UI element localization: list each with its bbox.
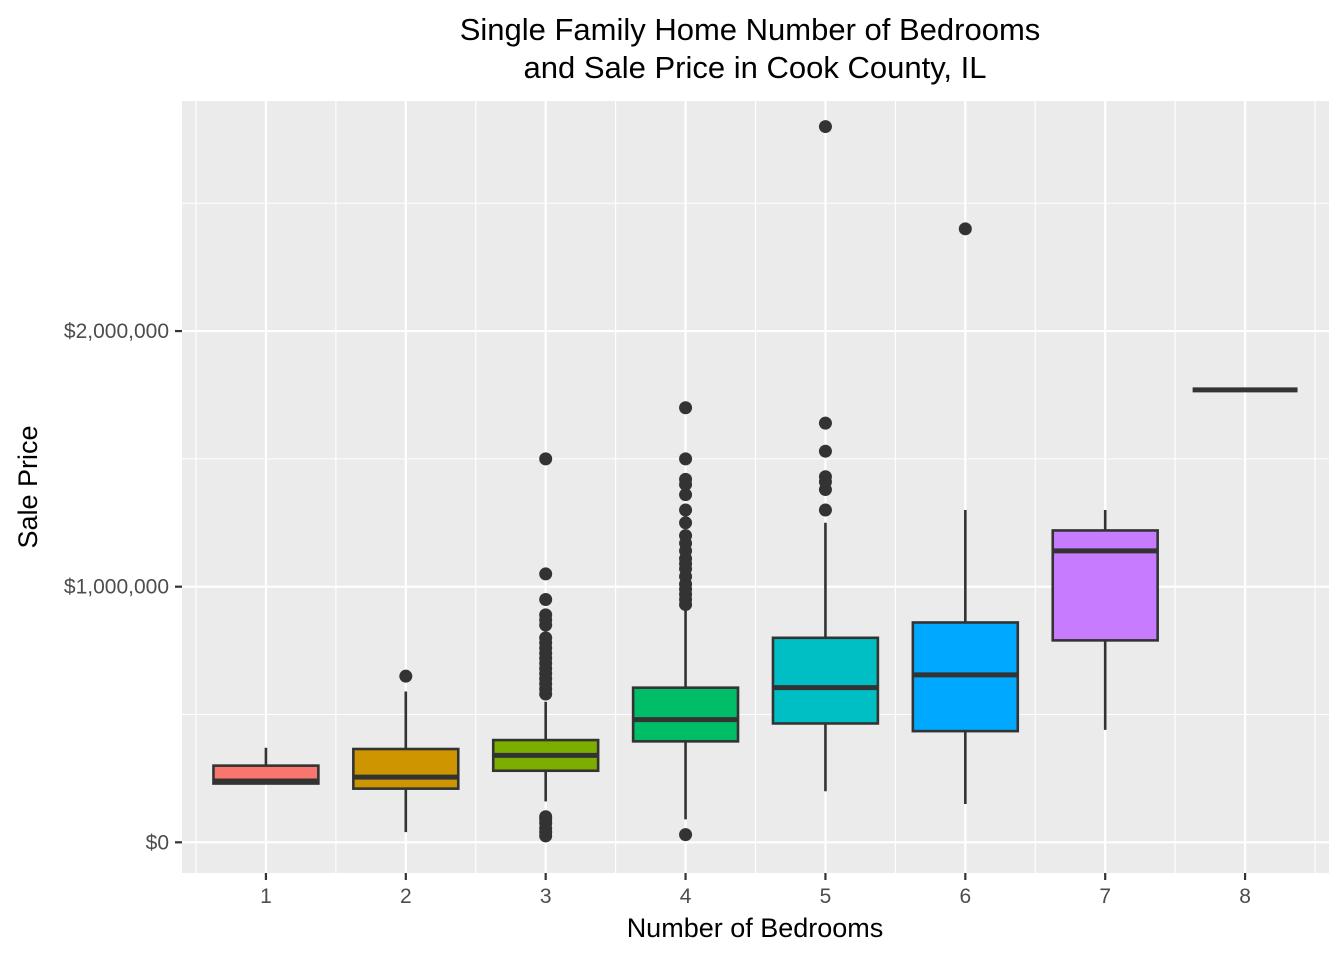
box-3 xyxy=(491,452,600,843)
box-7 xyxy=(1051,510,1159,730)
x-axis: 1 2 3 4 5 6 7 8 xyxy=(260,873,1251,908)
outlier-point xyxy=(539,810,553,824)
outlier-point xyxy=(679,488,693,502)
box-body xyxy=(352,747,460,790)
box-5 xyxy=(771,120,880,792)
outlier-point xyxy=(539,608,553,622)
grid-minor xyxy=(182,101,1329,873)
x-tick-label: 4 xyxy=(680,885,692,908)
outlier-point xyxy=(818,416,832,430)
outlier-point xyxy=(818,503,832,517)
y-tick-label: $2,000,000 xyxy=(64,320,169,343)
x-tick-label: 2 xyxy=(400,885,412,908)
y-tick-label: $1,000,000 xyxy=(64,576,169,599)
box-body xyxy=(771,636,880,725)
outlier-point xyxy=(679,828,693,842)
box-2 xyxy=(352,669,460,833)
box-6 xyxy=(911,222,1020,804)
outlier-point xyxy=(679,472,693,486)
x-axis-title: Number of Bedrooms xyxy=(627,913,884,943)
box-body xyxy=(1051,529,1159,642)
box-body xyxy=(631,686,740,743)
outlier-point xyxy=(539,567,553,581)
y-tick-label: $0 xyxy=(146,831,169,854)
box-1 xyxy=(212,747,320,785)
outlier-point xyxy=(679,516,693,530)
y-axis: $0 $1,000,000 $2,000,000 xyxy=(64,320,182,854)
outlier-point xyxy=(539,592,553,606)
outlier-point xyxy=(818,444,832,458)
outlier-point xyxy=(539,631,553,645)
y-axis-title: Sale Price xyxy=(13,425,43,548)
box-4 xyxy=(631,401,740,842)
x-tick-label: 6 xyxy=(959,885,971,908)
x-tick-label: 5 xyxy=(820,885,832,908)
x-tick-label: 8 xyxy=(1239,885,1251,908)
outlier-point xyxy=(399,669,413,683)
chart-title-line-2: and Sale Price in Cook County, IL xyxy=(524,50,987,85)
outlier-point xyxy=(818,120,832,134)
outlier-point xyxy=(679,452,693,466)
chart-title-line-1: Single Family Home Number of Bedrooms xyxy=(460,12,1041,47)
x-tick-label: 1 xyxy=(260,885,272,908)
outlier-point xyxy=(679,503,693,517)
outlier-point xyxy=(539,452,553,466)
box-group xyxy=(212,120,1298,843)
outlier-point xyxy=(818,470,832,484)
outlier-point xyxy=(679,529,693,543)
x-tick-label: 7 xyxy=(1099,885,1111,908)
x-tick-label: 3 xyxy=(540,885,552,908)
outlier-point xyxy=(958,222,972,236)
outlier-point xyxy=(679,401,693,415)
